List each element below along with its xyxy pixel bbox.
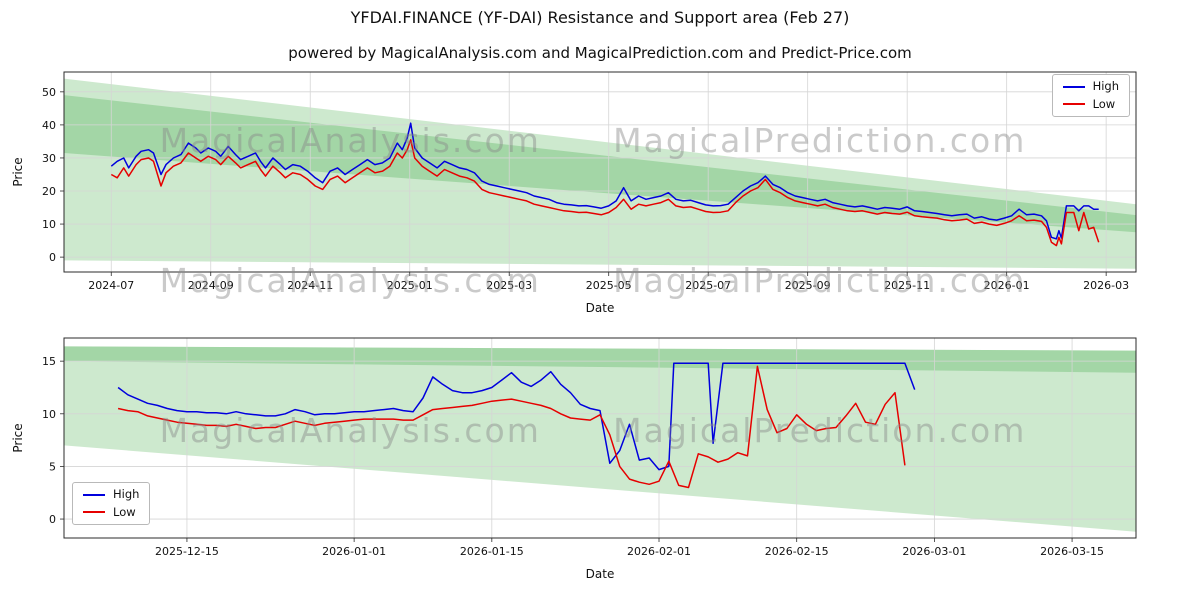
x-tick-label: 2025-03 [486, 279, 532, 292]
y-tick-label: 15 [42, 355, 56, 368]
low-line [117, 365, 906, 489]
y-tick-label: 5 [49, 460, 56, 473]
price-chart-bottom: 2025-12-15 2026-01-01 2026-01-15 2026-02-01… [0, 332, 1200, 584]
y-axis-label: Price [11, 157, 25, 186]
legend-label: High [113, 487, 140, 501]
low-legend-swatch-icon [83, 511, 105, 514]
x-tick-label: 2026-01-15 [460, 545, 524, 558]
legend-entry-low: Low [1062, 96, 1119, 111]
y-axis-label: Price [11, 423, 25, 452]
figure-title: YFDAI.FINANCE (YF-DAI) Resistance and Su… [350, 8, 850, 27]
high-legend-swatch-icon [1062, 85, 1085, 88]
x-tick-label: 2026-02-15 [765, 545, 829, 558]
low-line [110, 139, 1100, 247]
x-tick-label: 2025-05 [586, 279, 632, 292]
watermark-text: MagicalAnalysis.com [160, 261, 541, 300]
legend-label: High [1092, 79, 1119, 93]
y-tick-label: 10 [42, 218, 56, 231]
x-tick-label: 2026-02-01 [627, 545, 691, 558]
resistance-area-band [64, 346, 1136, 373]
support-area-band [64, 78, 1136, 269]
watermark-text: MagicalPrediction.com [613, 121, 1026, 160]
x-tick-label: 2025-12-15 [155, 545, 219, 558]
y-tick-label: 40 [42, 119, 56, 132]
x-tick-label: 2026-03-15 [1040, 545, 1104, 558]
price-chart-top-svg: 2024-07 2024-09 2024-11 2025-01 2025-03 2025-… [11, 71, 1137, 315]
x-tick-label: 2025-11 [884, 279, 930, 292]
legend-entry-low: Low [83, 504, 139, 519]
watermark-text: MagicalAnalysis.com [160, 411, 541, 450]
price-chart-top: 2024-07 2024-09 2024-11 2025-01 2025-03 2025-… [0, 64, 1200, 316]
watermark-text: MagicalAnalysis.com [160, 121, 541, 160]
figure-subtitle: powered by MagicalAnalysis.com and Magic… [288, 44, 912, 62]
y-tick-label: 50 [42, 86, 56, 99]
legend-label: Low [113, 504, 136, 519]
y-tick-label: 30 [42, 152, 56, 165]
x-axis-label: Date [586, 567, 615, 581]
plot-border [63, 337, 1137, 539]
high-legend-swatch-icon [83, 493, 105, 496]
legend-top-chart: High Low [1051, 74, 1130, 117]
support-area-band [64, 346, 1136, 532]
price-chart-bottom-svg: 2025-12-15 2026-01-01 2026-01-15 2026-02-01… [11, 337, 1137, 581]
x-tick-label: 2025-09 [785, 279, 831, 292]
y-tick-label: 0 [49, 513, 56, 526]
watermark-text: MagicalPrediction.com [613, 411, 1026, 450]
x-tick-label: 2024-09 [188, 279, 234, 292]
low-legend-swatch-icon [1062, 103, 1085, 106]
y-tick-label: 20 [42, 185, 56, 198]
legend-label: Low [1092, 96, 1116, 111]
watermark-text: MagicalPrediction.com [613, 261, 1026, 300]
x-tick-label: 2024-07 [88, 279, 134, 292]
plot-border [63, 71, 1137, 273]
x-tick-label: 2026-03 [1083, 279, 1129, 292]
high-line [110, 122, 1099, 240]
legend-bottom-chart: High Low [72, 482, 151, 525]
y-tick-label: 0 [49, 251, 56, 264]
x-axis-label: Date [586, 301, 615, 315]
x-tick-label: 2026-01-01 [322, 545, 386, 558]
y-tick-label: 10 [42, 408, 56, 421]
x-tick-label: 2025-07 [685, 279, 731, 292]
legend-entry-high: High [83, 487, 140, 501]
x-tick-label: 2026-01 [984, 279, 1030, 292]
legend-entry-high: High [1062, 79, 1119, 93]
x-tick-label: 2026-03-01 [902, 545, 966, 558]
high-line [117, 362, 916, 471]
resistance-area-band [64, 95, 1136, 233]
x-tick-label: 2024-11 [287, 279, 333, 292]
x-tick-label: 2025-01 [387, 279, 433, 292]
